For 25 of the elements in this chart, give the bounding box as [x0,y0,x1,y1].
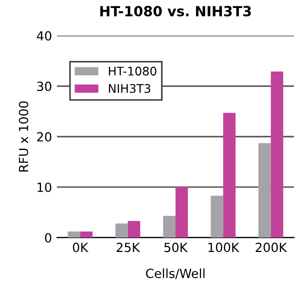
y-tick-label: 30 [37,82,52,92]
y-tick-label: 0 [45,233,52,243]
y-tick-label: 10 [38,182,52,192]
x-axis-title: Cells/Well [146,268,205,280]
y-axis-title: RFU x 1000 [18,101,28,172]
bar [68,232,80,238]
x-tick-label: 50K [164,242,188,252]
x-tick-label: 0K [72,242,89,252]
bar [128,220,140,238]
y-tick-label: 40 [36,31,52,41]
bar [115,223,128,238]
x-tick-label: 200K [256,242,288,252]
bar [223,112,236,238]
bar [163,216,176,238]
x-tick-label: 25K [116,242,140,252]
legend-label: HT-1080 [108,66,156,76]
legend-label: NIH3T3 [108,84,150,93]
chart-title: HT-1080 vs. NIH3T3 [100,6,251,16]
bar [80,232,93,238]
bar [176,186,188,238]
y-tick-label: 20 [37,132,52,142]
x-tick-label: 100K [208,242,240,252]
bar [210,196,224,238]
bar [258,143,271,238]
bar [270,71,284,238]
